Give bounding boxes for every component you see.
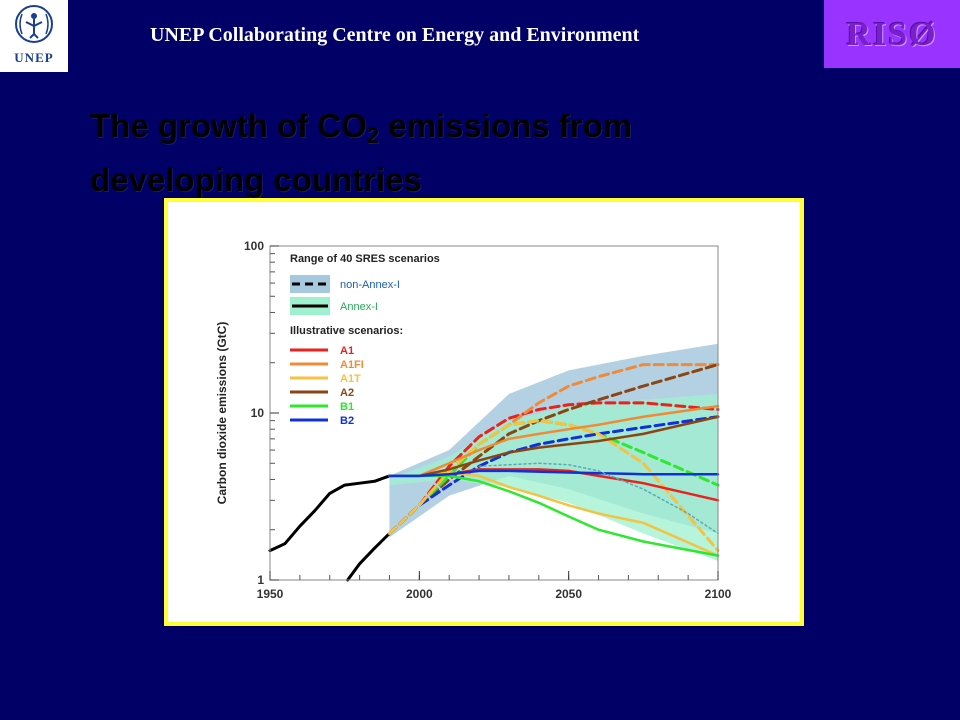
slide-title-line1-a: The growth of CO xyxy=(90,107,367,144)
y-axis-label: Carbon dioxide emissions (GtC) xyxy=(215,322,229,505)
series-line xyxy=(387,419,720,553)
series-line xyxy=(268,474,391,553)
series-line xyxy=(346,531,391,582)
series-line xyxy=(387,415,720,535)
slide-title-line2: developing countries xyxy=(90,161,422,198)
x-tick-label: 2050 xyxy=(555,587,582,601)
legend-scenario-label: A1FI xyxy=(340,359,364,371)
slide-title-line1-b: emissions from xyxy=(379,107,633,144)
chart-legend: Range of 40 SRES scenarios non-Annex-I Ann… xyxy=(290,253,440,427)
legend-range-label: Annex-I xyxy=(340,301,378,313)
legend-scenario-label: A2 xyxy=(340,387,354,399)
y-tick-label: 10 xyxy=(251,406,265,420)
legend-scenario-label: A1 xyxy=(340,345,354,357)
emissions-chart: 1950 2000 2050 2100 1 10 100 Carbon dioxide emi… xyxy=(168,202,800,622)
slide-title-subscript: 2 xyxy=(366,123,380,148)
y-tick-label: 1 xyxy=(257,573,264,587)
legend-scenario-label: B2 xyxy=(340,415,354,427)
chart-axes: 1950 2000 2050 2100 1 10 100 Carbon dioxide emi… xyxy=(215,239,732,601)
riso-logo-text: RISØ xyxy=(846,16,938,53)
y-tick-label: 100 xyxy=(244,239,264,253)
series-line xyxy=(388,404,720,478)
x-tick-label: 2100 xyxy=(705,587,732,601)
chart-frame: 1950 2000 2050 2100 1 10 100 Carbon dioxide emi… xyxy=(164,198,804,626)
unep-logo: UNEP xyxy=(0,0,68,72)
x-tick-label: 2000 xyxy=(406,587,433,601)
legend-scenario-label: B1 xyxy=(340,401,354,413)
legend-title: Range of 40 SRES scenarios xyxy=(290,253,440,265)
legend-illustrative-title: Illustrative scenarios: xyxy=(290,325,403,337)
unep-emblem-icon xyxy=(15,5,53,43)
legend-scenario-label: A1T xyxy=(340,373,361,385)
chart-series xyxy=(268,363,720,582)
legend-range-label: non-Annex-I xyxy=(340,279,400,291)
riso-logo: RISØ xyxy=(824,0,960,68)
header-title: UNEP Collaborating Centre on Energy and … xyxy=(150,24,640,46)
slide-title: The growth of CO2 emissions from develop… xyxy=(90,104,632,202)
series-line xyxy=(388,415,720,478)
x-tick-label: 1950 xyxy=(257,587,284,601)
series-line xyxy=(478,462,719,535)
unep-logo-text: UNEP xyxy=(14,50,54,65)
series-line xyxy=(388,469,720,478)
